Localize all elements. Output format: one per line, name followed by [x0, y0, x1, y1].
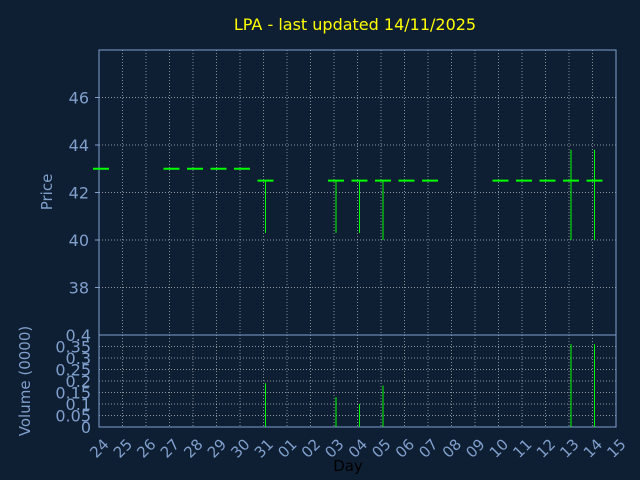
volume-tick-label: 0.35 — [55, 338, 91, 357]
volume-axis-label: Volume (0000) — [16, 326, 34, 436]
price-tick-label: 40 — [69, 231, 89, 250]
price-y-axis: 38 40 42 44 46 — [69, 89, 99, 298]
volume-tick-label: 0.3 — [66, 349, 91, 368]
volume-tick-label: 0 — [81, 418, 91, 437]
volume-tick-label: 0.05 — [55, 407, 91, 426]
volume-tick-label: 0.4 — [66, 326, 91, 345]
volume-y-axis: 00.050.10.150.20.250.30.350.4 — [55, 326, 91, 437]
volume-tick-label: 0.1 — [66, 395, 91, 414]
volume-grid — [99, 334, 616, 428]
price-tick-label: 44 — [69, 136, 89, 155]
price-grid — [99, 50, 616, 335]
price-tick-label: 46 — [69, 89, 89, 108]
price-axis-label: Price — [38, 174, 56, 211]
volume-tick-label: 0.15 — [55, 384, 91, 403]
price-tick-label: 38 — [69, 279, 89, 298]
volume-plot-frame — [98, 334, 617, 428]
chart-title: LPA - last updated 14/11/2025 — [234, 15, 476, 34]
price-tick-label: 42 — [69, 184, 89, 203]
volume-series — [265, 344, 595, 427]
price-series — [93, 149, 603, 240]
volume-tick-label: 0.2 — [66, 372, 91, 391]
volume-tick-label: 0.25 — [55, 361, 91, 380]
x-axis-label: Day — [333, 457, 363, 475]
